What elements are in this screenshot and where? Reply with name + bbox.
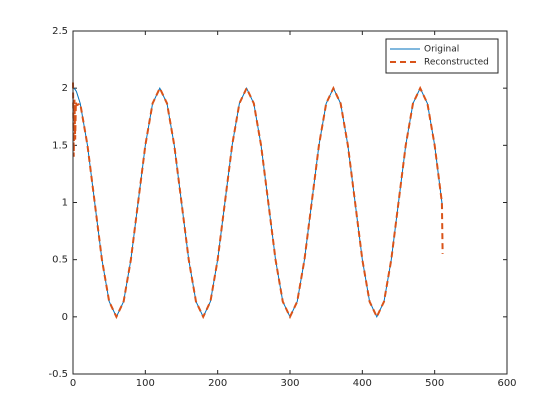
y-tick-label: 2.5 — [52, 26, 68, 37]
legend: Original Reconstructed — [385, 38, 499, 74]
x-tick-label: 600 — [497, 378, 516, 389]
x-tick-label: 0 — [70, 378, 76, 389]
axes-box — [72, 30, 508, 375]
x-tick-label: 300 — [280, 378, 299, 389]
y-tick-label: 2 — [62, 83, 68, 94]
legend-box — [385, 38, 499, 74]
y-tick-label: -0.5 — [48, 369, 68, 380]
y-tick-label: 0 — [62, 312, 68, 323]
x-tick-label: 500 — [425, 378, 444, 389]
x-tick-label: 400 — [353, 378, 372, 389]
line-series — [72, 82, 444, 320]
y-tick-label: 1.5 — [52, 140, 68, 151]
y-tick-label: 0.5 — [52, 255, 68, 266]
legend-label: Reconstructed — [424, 58, 489, 68]
legend-label: Original — [424, 45, 459, 55]
y-tick-label: 1 — [62, 198, 68, 209]
x-tick-label: 100 — [136, 378, 155, 389]
x-tick-label: 200 — [208, 378, 227, 389]
